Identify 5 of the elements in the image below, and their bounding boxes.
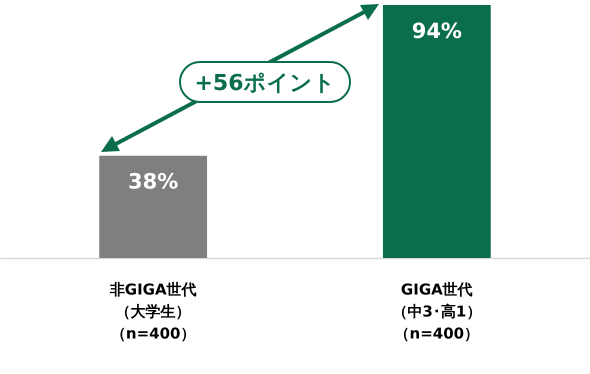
- data-label: 38%: [128, 170, 178, 194]
- x-tick-label: GIGA世代（中3･高1）（n=400）: [392, 280, 482, 342]
- data-label: 94%: [412, 19, 462, 43]
- annotation: +56ポイント: [194, 71, 336, 96]
- x-tick-label: 非GIGA世代（大学生）（n=400）: [108, 280, 197, 342]
